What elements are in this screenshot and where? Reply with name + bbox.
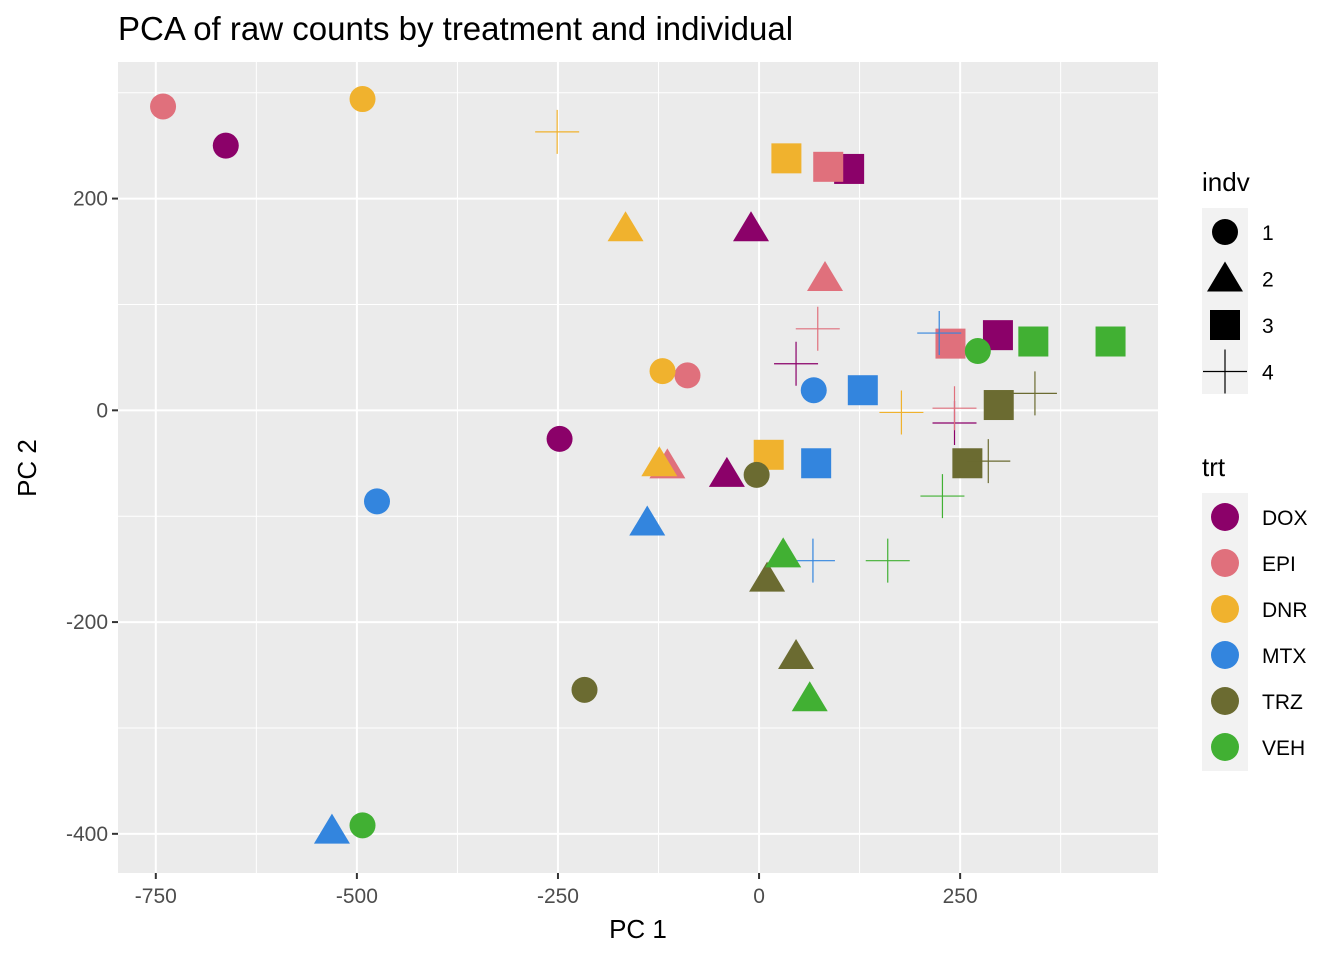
point-dox-indv1 xyxy=(212,132,239,159)
point-dox-indv1 xyxy=(546,425,573,452)
point-epi-indv4 xyxy=(795,306,840,351)
point-dnr-indv4 xyxy=(535,109,580,154)
point-trz-indv4 xyxy=(966,439,1011,484)
legend-color-label: DOX xyxy=(1262,507,1308,530)
point-trz-indv1 xyxy=(743,461,770,488)
point-mtx-indv1 xyxy=(800,377,827,404)
x-tick-label: 250 xyxy=(943,885,978,908)
legend-color-key-dox xyxy=(1211,503,1239,531)
point-trz-indv3 xyxy=(952,448,983,479)
point-dox-indv2 xyxy=(708,456,745,487)
legend-color-label: VEH xyxy=(1262,737,1305,760)
y-tick-label: -400 xyxy=(66,823,108,846)
grid-minor-lines xyxy=(118,62,1158,873)
point-dox-indv2 xyxy=(733,211,770,242)
y-axis-title: PC 2 xyxy=(12,439,42,497)
color-legend-keys-background xyxy=(1202,493,1248,771)
legend-color-key-veh xyxy=(1211,733,1239,761)
point-mtx-indv3 xyxy=(847,375,878,406)
point-mtx-indv2 xyxy=(313,813,350,844)
data-points xyxy=(150,86,1126,844)
point-epi-indv1 xyxy=(150,93,177,120)
legend-shape-label: 1 xyxy=(1262,222,1274,245)
point-epi-indv1 xyxy=(674,362,701,389)
point-trz-indv3 xyxy=(983,390,1014,421)
x-tick-label: -250 xyxy=(537,885,579,908)
legend-color-key-trz xyxy=(1211,687,1239,715)
y-tick-label: -200 xyxy=(66,611,108,634)
y-axis-ticks: -400 -200 0 200 xyxy=(66,188,118,846)
legend-color-label: TRZ xyxy=(1262,691,1303,714)
y-tick-label: 0 xyxy=(96,399,108,422)
point-mtx-indv2 xyxy=(629,505,666,536)
x-tick-label: -500 xyxy=(336,885,378,908)
legend-shape-label: 2 xyxy=(1262,269,1274,292)
legend-color-key-epi xyxy=(1211,549,1239,577)
shape-legend-title: indv xyxy=(1202,167,1250,197)
legend-shape-label: 4 xyxy=(1262,362,1274,385)
point-epi-indv4 xyxy=(932,386,977,431)
point-dnr-indv2 xyxy=(607,211,644,242)
point-epi-indv3 xyxy=(813,151,844,182)
point-trz-indv1 xyxy=(571,676,598,703)
legend-color-key-dnr xyxy=(1211,595,1239,623)
chart-title: PCA of raw counts by treatment and indiv… xyxy=(118,10,793,47)
point-trz-indv2 xyxy=(778,638,815,669)
point-veh-indv2 xyxy=(791,681,828,712)
legend-shape-key-2 xyxy=(1207,261,1243,292)
point-trz-indv4 xyxy=(1012,371,1057,416)
legend-color-label: MTX xyxy=(1262,645,1306,668)
point-dnr-indv2 xyxy=(641,446,678,477)
point-veh-indv2 xyxy=(765,537,802,568)
point-mtx-indv1 xyxy=(363,488,390,515)
point-veh-indv1 xyxy=(349,812,376,839)
point-dnr-indv3 xyxy=(771,143,802,174)
plot-panel xyxy=(118,62,1158,873)
color-legend-title: trt xyxy=(1202,452,1226,482)
point-veh-indv3 xyxy=(1018,326,1049,357)
x-axis-title: PC 1 xyxy=(609,914,667,944)
point-dnr-indv4 xyxy=(879,390,924,435)
x-tick-label: 0 xyxy=(753,885,765,908)
point-veh-indv4 xyxy=(920,474,965,519)
y-tick-label: 200 xyxy=(73,188,108,211)
legend-shape-key-4 xyxy=(1203,349,1247,394)
color-legend: trt DOX EPI DNR MTX TRZ VEH xyxy=(1202,452,1308,771)
x-axis-ticks: -750 -500 -250 0 250 xyxy=(135,873,978,908)
point-dnr-indv1 xyxy=(649,358,676,385)
legend-color-key-mtx xyxy=(1211,641,1239,669)
legend-color-label: DNR xyxy=(1262,599,1308,622)
point-mtx-indv3 xyxy=(801,448,832,479)
legend-shape-label: 3 xyxy=(1262,315,1274,338)
legend-shape-key-1 xyxy=(1212,219,1238,245)
point-veh-indv3 xyxy=(1095,326,1126,357)
point-veh-indv1 xyxy=(964,338,991,365)
point-veh-indv4 xyxy=(865,538,910,583)
legend-color-label: EPI xyxy=(1262,553,1296,576)
point-mtx-indv4 xyxy=(917,311,962,356)
point-dnr-indv1 xyxy=(349,86,376,113)
point-mtx-indv4 xyxy=(790,538,835,583)
point-dox-indv4 xyxy=(774,341,819,386)
legend-shape-key-3 xyxy=(1210,310,1240,340)
point-epi-indv2 xyxy=(807,260,844,291)
x-tick-label: -750 xyxy=(135,885,177,908)
point-trz-indv2 xyxy=(749,561,786,592)
shape-legend: indv 1 2 3 4 xyxy=(1202,167,1274,394)
